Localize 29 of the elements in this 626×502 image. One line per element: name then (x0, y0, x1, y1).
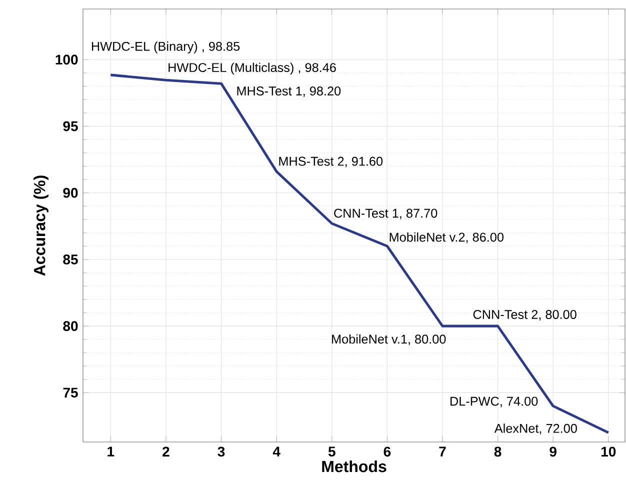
y-tick-label: 80 (63, 321, 78, 332)
y-tick-label: 100 (56, 54, 78, 65)
x-tick-label: 5 (328, 446, 336, 456)
annotation: DL-PWC, 74.00 (450, 396, 538, 408)
annotation: MHS-Test 2, 91.60 (279, 156, 383, 168)
x-tick-label: 9 (550, 446, 556, 457)
y-tick-label: 90 (63, 188, 78, 198)
annotation: MobileNet v.1, 80.00 (332, 334, 446, 346)
annotation: CNN-Test 1, 87.70 (334, 208, 438, 220)
annotation: HWDC-EL (Binary) , 98.85 (92, 42, 240, 54)
y-tick-label: 95 (63, 121, 78, 132)
x-tick-label: 6 (384, 446, 391, 457)
x-tick-label: 4 (272, 446, 280, 456)
x-tick-label: 7 (439, 446, 446, 456)
annotation: MobileNet v.2, 86.00 (390, 232, 504, 244)
x-tick-label: 8 (494, 446, 502, 457)
x-axis-title: Methods (322, 460, 386, 472)
y-tick-label: 75 (63, 388, 78, 398)
annotation: HWDC-EL (Multiclass) , 98.46 (168, 62, 336, 75)
y-tick-label: 85 (63, 254, 78, 264)
x-tick-label: 2 (162, 446, 170, 456)
annotation: MHS-Test 1, 98.20 (237, 86, 341, 98)
x-tick-label: 3 (218, 446, 225, 457)
line-series (109, 74, 610, 434)
x-tick-label: 1 (108, 446, 114, 456)
annotation: CNN-Test 2, 80.00 (473, 310, 576, 320)
annotation: AlexNet, 72.00 (494, 424, 577, 434)
x-tick-label: 10 (601, 446, 616, 457)
y-axis-title: Accuracy (%) (34, 176, 48, 276)
